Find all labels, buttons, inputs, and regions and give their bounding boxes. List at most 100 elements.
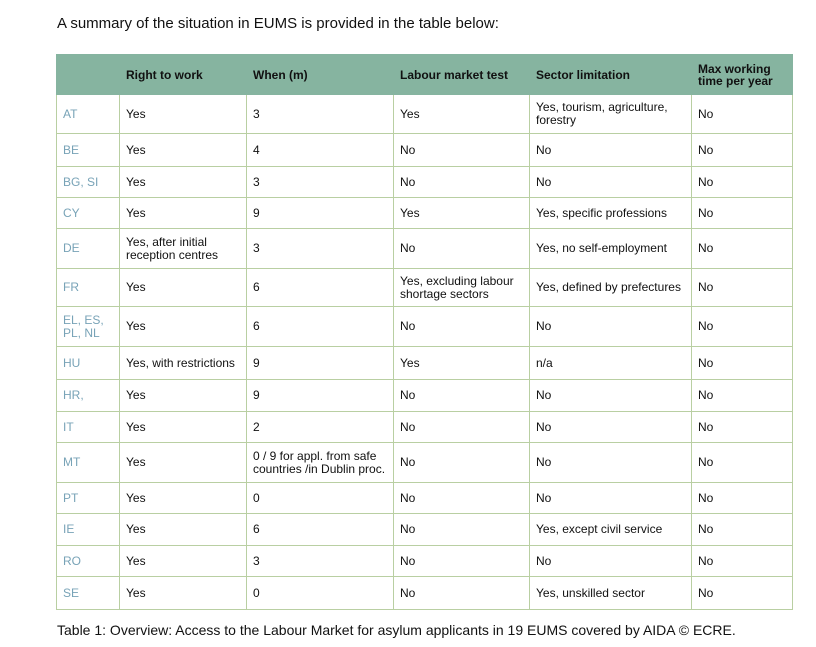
table-row: HU Yes, with restrictions 9 Yes n/a No [56, 346, 793, 380]
labour-market-test-cell: No [393, 411, 530, 443]
max-working-time-cell: No [691, 306, 793, 347]
country-cell: FR [56, 268, 120, 307]
right-to-work-cell: Yes [119, 306, 247, 347]
sector-limitation-cell: No [529, 545, 692, 577]
sector-limitation-cell: No [529, 133, 692, 167]
when-cell: 9 [246, 197, 394, 229]
header-when: When (m) [246, 54, 394, 95]
sector-limitation-cell: Yes, defined by prefectures [529, 268, 692, 307]
max-working-time-cell: No [691, 228, 793, 269]
when-cell: 3 [246, 166, 394, 198]
right-to-work-cell: Yes, after initial reception centres [119, 228, 247, 269]
country-cell: CY [56, 197, 120, 229]
table-row: PT Yes 0 No No No [56, 482, 793, 514]
sector-limitation-cell: No [529, 442, 692, 483]
max-working-time-cell: No [691, 268, 793, 307]
max-working-time-cell: No [691, 411, 793, 443]
table-row: RO Yes 3 No No No [56, 545, 793, 577]
when-cell: 0 [246, 482, 394, 514]
right-to-work-cell: Yes [119, 576, 247, 610]
country-cell: IE [56, 513, 120, 546]
right-to-work-cell: Yes [119, 545, 247, 577]
sector-limitation-cell: No [529, 379, 692, 412]
table-header-row: Right to work When (m) Labour market tes… [56, 54, 793, 95]
sector-limitation-cell: No [529, 166, 692, 198]
sector-limitation-cell: Yes, tourism, agriculture, forestry [529, 94, 692, 134]
header-sector-limitation: Sector limitation [529, 54, 692, 95]
labour-market-test-cell: Yes [393, 346, 530, 380]
labour-market-test-cell: No [393, 442, 530, 483]
when-cell: 3 [246, 228, 394, 269]
sector-limitation-cell: No [529, 306, 692, 347]
max-working-time-cell: No [691, 197, 793, 229]
max-working-time-cell: No [691, 346, 793, 380]
country-cell: RO [56, 545, 120, 577]
table-row: MT Yes 0 / 9 for appl. from safe countri… [56, 442, 793, 483]
sector-limitation-cell: n/a [529, 346, 692, 380]
country-cell: HR, [56, 379, 120, 412]
sector-limitation-cell: Yes, specific professions [529, 197, 692, 229]
country-cell: MT [56, 442, 120, 483]
labour-market-test-cell: No [393, 306, 530, 347]
right-to-work-cell: Yes [119, 166, 247, 198]
labour-market-test-cell: Yes [393, 197, 530, 229]
right-to-work-cell: Yes [119, 411, 247, 443]
max-working-time-cell: No [691, 482, 793, 514]
max-working-time-cell: No [691, 166, 793, 198]
country-cell: PT [56, 482, 120, 514]
when-cell: 6 [246, 268, 394, 307]
right-to-work-cell: Yes [119, 94, 247, 134]
country-cell: HU [56, 346, 120, 380]
header-labour-market-test: Labour market test [393, 54, 530, 95]
country-cell: BG, SI [56, 166, 120, 198]
right-to-work-cell: Yes [119, 197, 247, 229]
right-to-work-cell: Yes [119, 442, 247, 483]
max-working-time-cell: No [691, 513, 793, 546]
labour-market-test-cell: No [393, 513, 530, 546]
when-cell: 0 [246, 576, 394, 610]
country-cell: AT [56, 94, 120, 134]
when-cell: 9 [246, 379, 394, 412]
when-cell: 0 / 9 for appl. from safe countries /in … [246, 442, 394, 483]
table-row: IE Yes 6 No Yes, except civil service No [56, 513, 793, 546]
right-to-work-cell: Yes [119, 513, 247, 546]
when-cell: 6 [246, 513, 394, 546]
max-working-time-cell: No [691, 94, 793, 134]
labour-market-test-cell: No [393, 133, 530, 167]
right-to-work-cell: Yes, with restrictions [119, 346, 247, 380]
table-row: CY Yes 9 Yes Yes, specific professions N… [56, 197, 793, 229]
table-row: BG, SI Yes 3 No No No [56, 166, 793, 198]
sector-limitation-cell: Yes, no self-employment [529, 228, 692, 269]
table-row: FR Yes 6 Yes, excluding labour shortage … [56, 268, 793, 307]
country-cell: DE [56, 228, 120, 269]
table-row: HR, Yes 9 No No No [56, 379, 793, 412]
when-cell: 6 [246, 306, 394, 347]
table-row: SE Yes 0 No Yes, unskilled sector No [56, 576, 793, 610]
table-row: IT Yes 2 No No No [56, 411, 793, 443]
labour-market-test-cell: Yes [393, 94, 530, 134]
table-caption: Table 1: Overview: Access to the Labour … [57, 622, 736, 638]
country-cell: EL, ES, PL, NL [56, 306, 120, 347]
sector-limitation-cell: No [529, 411, 692, 443]
right-to-work-cell: Yes [119, 268, 247, 307]
when-cell: 4 [246, 133, 394, 167]
max-working-time-cell: No [691, 545, 793, 577]
labour-market-test-cell: No [393, 228, 530, 269]
header-country [56, 54, 120, 95]
sector-limitation-cell: Yes, unskilled sector [529, 576, 692, 610]
intro-text: A summary of the situation in EUMS is pr… [57, 15, 499, 32]
labour-market-test-cell: Yes, excluding labour shortage sectors [393, 268, 530, 307]
country-cell: SE [56, 576, 120, 610]
table-row: BE Yes 4 No No No [56, 133, 793, 167]
summary-table: Right to work When (m) Labour market tes… [56, 54, 793, 610]
country-cell: BE [56, 133, 120, 167]
table-row: DE Yes, after initial reception centres … [56, 228, 793, 269]
header-max-working-time: Max working time per year [691, 54, 793, 95]
right-to-work-cell: Yes [119, 133, 247, 167]
when-cell: 3 [246, 545, 394, 577]
when-cell: 9 [246, 346, 394, 380]
table-row: EL, ES, PL, NL Yes 6 No No No [56, 306, 793, 347]
labour-market-test-cell: No [393, 166, 530, 198]
labour-market-test-cell: No [393, 379, 530, 412]
country-cell: IT [56, 411, 120, 443]
